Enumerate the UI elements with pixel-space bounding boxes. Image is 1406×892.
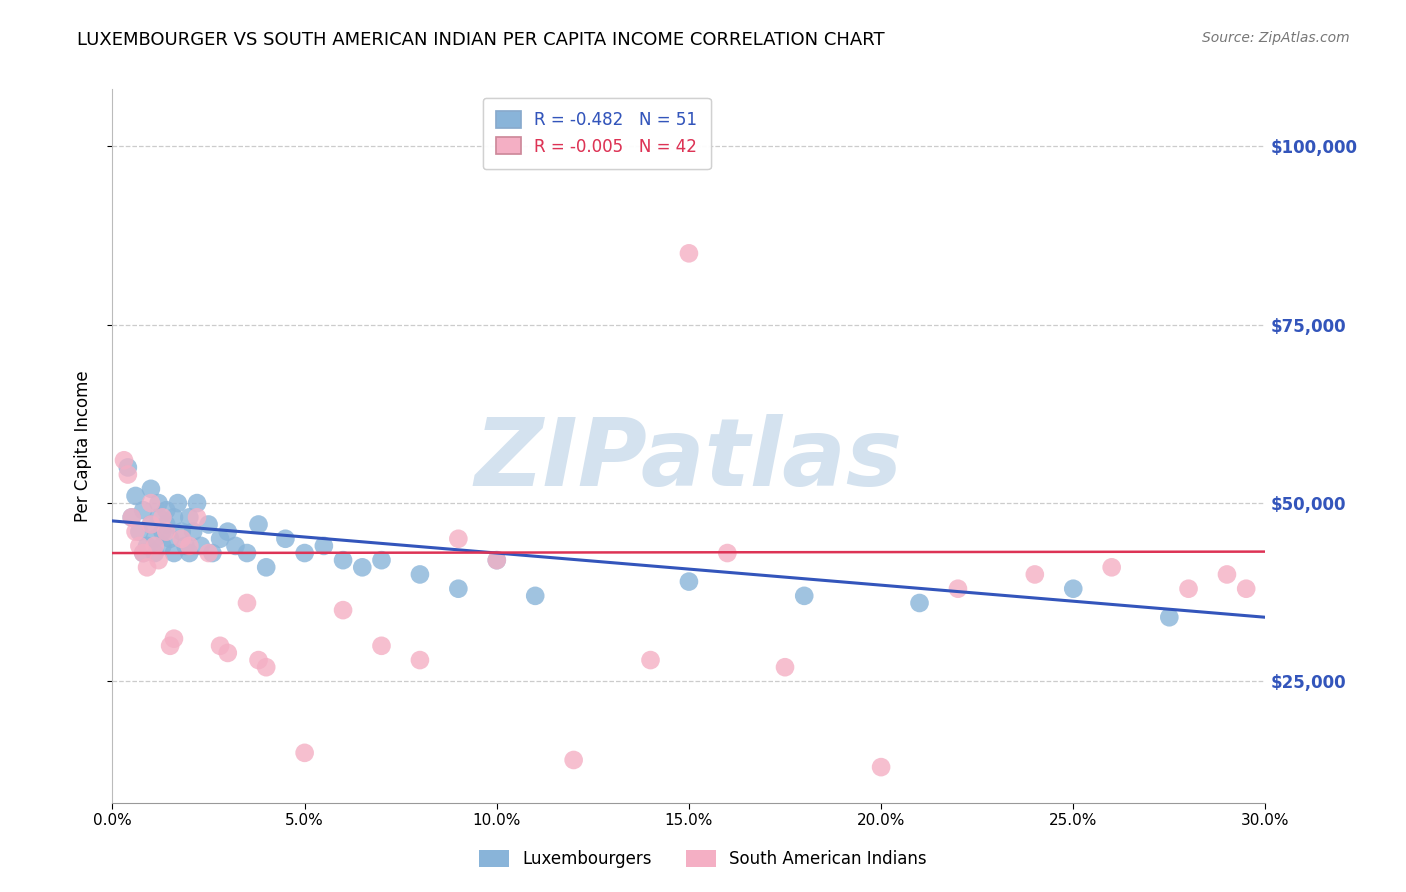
Point (678, 574, 700, 589)
Point (447, 532, 470, 546)
Point (1159, 610, 1181, 624)
Point (197, 546, 219, 560)
Text: Source: ZipAtlas.com: Source: ZipAtlas.com (1202, 31, 1350, 45)
Point (174, 539, 197, 553)
Point (128, 539, 150, 553)
Point (155, 517, 177, 532)
Point (294, 746, 316, 760)
Point (209, 639, 232, 653)
Point (1177, 582, 1199, 596)
Point (139, 517, 162, 532)
Point (332, 553, 354, 567)
Point (485, 553, 508, 567)
Point (274, 532, 297, 546)
Point (148, 496, 170, 510)
Point (409, 653, 432, 667)
Point (716, 546, 738, 560)
Point (132, 546, 155, 560)
Point (201, 546, 224, 560)
Point (870, 760, 893, 774)
Point (136, 539, 159, 553)
Point (1062, 582, 1084, 596)
Point (190, 539, 212, 553)
Point (217, 646, 239, 660)
Point (179, 546, 201, 560)
Point (143, 546, 166, 560)
Point (773, 660, 796, 674)
Point (1234, 582, 1257, 596)
Point (163, 546, 186, 560)
Point (209, 532, 232, 546)
Point (179, 510, 201, 524)
Point (143, 532, 166, 546)
Point (121, 510, 143, 524)
Point (139, 517, 162, 532)
Point (128, 524, 150, 539)
Point (524, 589, 547, 603)
Point (155, 503, 177, 517)
Legend: R = -0.482   N = 51, R = -0.005   N = 42: R = -0.482 N = 51, R = -0.005 N = 42 (482, 97, 710, 169)
Point (132, 546, 155, 560)
Point (254, 560, 277, 574)
Point (152, 539, 174, 553)
Point (186, 510, 208, 524)
Point (179, 539, 201, 553)
Point (148, 553, 170, 567)
Point (236, 546, 259, 560)
Point (485, 553, 508, 567)
Point (181, 524, 204, 539)
Point (678, 246, 700, 260)
Point (166, 496, 188, 510)
Point (148, 510, 170, 524)
Point (908, 596, 931, 610)
Point (117, 460, 139, 475)
Point (294, 546, 316, 560)
Point (139, 496, 162, 510)
Point (1216, 567, 1239, 582)
Point (332, 603, 354, 617)
Point (224, 539, 246, 553)
Point (946, 582, 969, 596)
Point (152, 510, 174, 524)
Point (143, 539, 166, 553)
Point (562, 753, 585, 767)
Point (170, 524, 193, 539)
Point (247, 653, 270, 667)
Point (132, 503, 155, 517)
Point (370, 553, 392, 567)
Point (136, 560, 159, 574)
Point (409, 567, 432, 582)
Point (640, 653, 662, 667)
Point (254, 660, 277, 674)
Point (370, 639, 392, 653)
Text: ZIPatlas: ZIPatlas (475, 414, 903, 507)
Point (1101, 560, 1123, 574)
Point (447, 582, 470, 596)
Point (163, 632, 186, 646)
Point (159, 639, 181, 653)
Legend: Luxembourgers, South American Indians: Luxembourgers, South American Indians (472, 843, 934, 875)
Point (117, 467, 139, 482)
Point (312, 539, 335, 553)
Point (112, 453, 135, 467)
Point (139, 482, 162, 496)
Point (163, 510, 186, 524)
Point (159, 532, 181, 546)
Point (152, 524, 174, 539)
Point (121, 510, 143, 524)
Text: LUXEMBOURGER VS SOUTH AMERICAN INDIAN PER CAPITA INCOME CORRELATION CHART: LUXEMBOURGER VS SOUTH AMERICAN INDIAN PE… (77, 31, 884, 49)
Point (124, 489, 146, 503)
Y-axis label: Per Capita Income: Per Capita Income (73, 370, 91, 522)
Point (217, 524, 239, 539)
Point (352, 560, 374, 574)
Point (236, 596, 259, 610)
Point (124, 524, 146, 539)
Point (793, 589, 815, 603)
Point (186, 496, 208, 510)
Point (197, 517, 219, 532)
Point (1024, 567, 1046, 582)
Point (170, 532, 193, 546)
Point (155, 524, 177, 539)
Point (247, 517, 270, 532)
